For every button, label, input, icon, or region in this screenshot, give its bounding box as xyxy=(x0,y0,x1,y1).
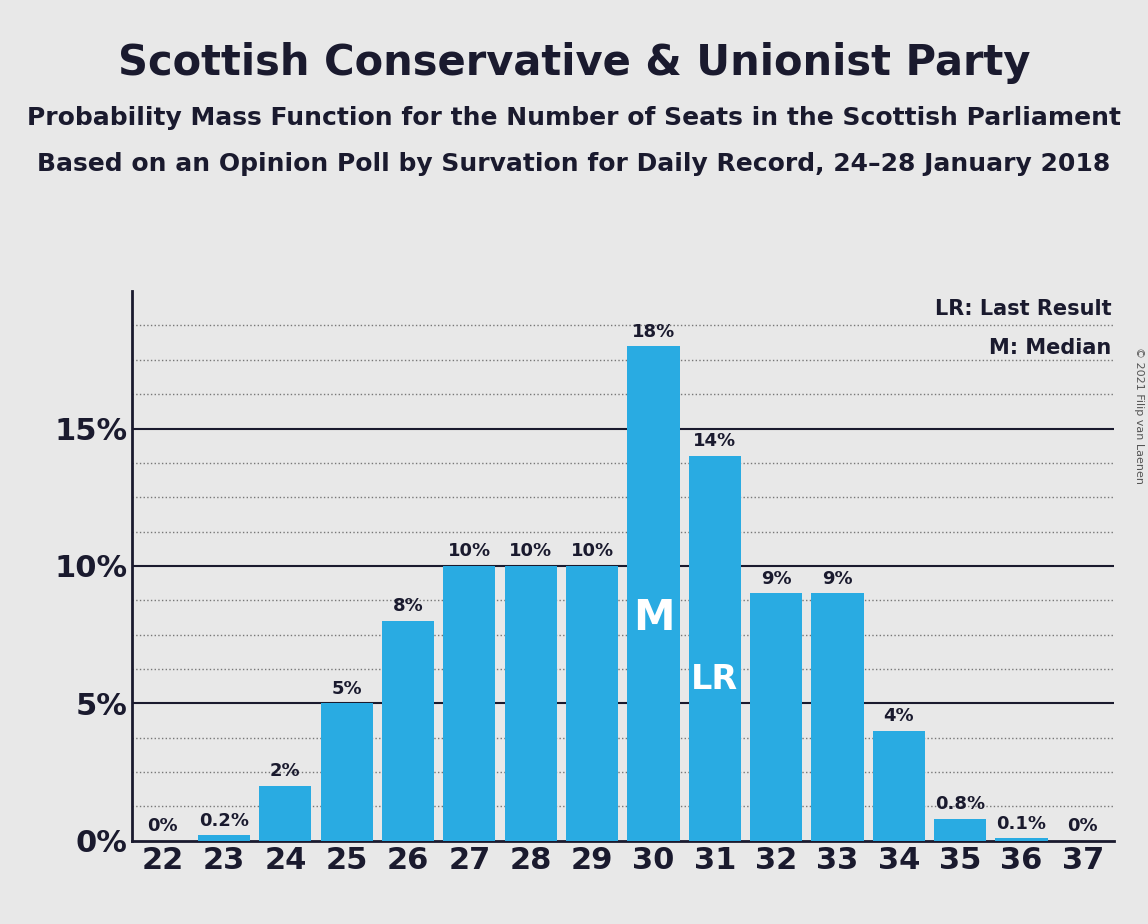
Text: 5%: 5% xyxy=(332,680,362,698)
Text: 9%: 9% xyxy=(761,570,791,588)
Text: M: Median: M: Median xyxy=(990,338,1111,358)
Text: 0%: 0% xyxy=(1068,818,1099,835)
Text: 4%: 4% xyxy=(884,708,914,725)
Text: Scottish Conservative & Unionist Party: Scottish Conservative & Unionist Party xyxy=(118,42,1030,83)
Bar xyxy=(750,593,802,841)
Text: 8%: 8% xyxy=(393,598,424,615)
Text: 10%: 10% xyxy=(510,542,552,561)
Text: 0%: 0% xyxy=(147,818,178,835)
Bar xyxy=(872,731,925,841)
Bar xyxy=(566,565,618,841)
Bar xyxy=(934,819,986,841)
Text: 10%: 10% xyxy=(571,542,614,561)
Text: LR: LR xyxy=(691,663,738,696)
Text: 9%: 9% xyxy=(822,570,853,588)
Text: 0.1%: 0.1% xyxy=(996,815,1047,833)
Text: 10%: 10% xyxy=(448,542,491,561)
Text: LR: Last Result: LR: Last Result xyxy=(934,299,1111,320)
Bar xyxy=(812,593,863,841)
Bar xyxy=(259,785,311,841)
Bar xyxy=(995,838,1048,841)
Bar xyxy=(382,621,434,841)
Text: Based on an Opinion Poll by Survation for Daily Record, 24–28 January 2018: Based on an Opinion Poll by Survation fo… xyxy=(38,152,1110,176)
Bar xyxy=(505,565,557,841)
Bar xyxy=(320,703,373,841)
Text: 0.2%: 0.2% xyxy=(199,812,249,830)
Bar xyxy=(197,835,250,841)
Text: M: M xyxy=(633,597,674,639)
Bar xyxy=(628,346,680,841)
Text: 14%: 14% xyxy=(693,432,736,451)
Bar xyxy=(689,456,740,841)
Bar xyxy=(443,565,496,841)
Text: 2%: 2% xyxy=(270,762,301,781)
Text: 0.8%: 0.8% xyxy=(936,796,985,813)
Text: © 2021 Filip van Laenen: © 2021 Filip van Laenen xyxy=(1134,347,1143,484)
Text: Probability Mass Function for the Number of Seats in the Scottish Parliament: Probability Mass Function for the Number… xyxy=(28,106,1120,130)
Text: 18%: 18% xyxy=(631,322,675,341)
